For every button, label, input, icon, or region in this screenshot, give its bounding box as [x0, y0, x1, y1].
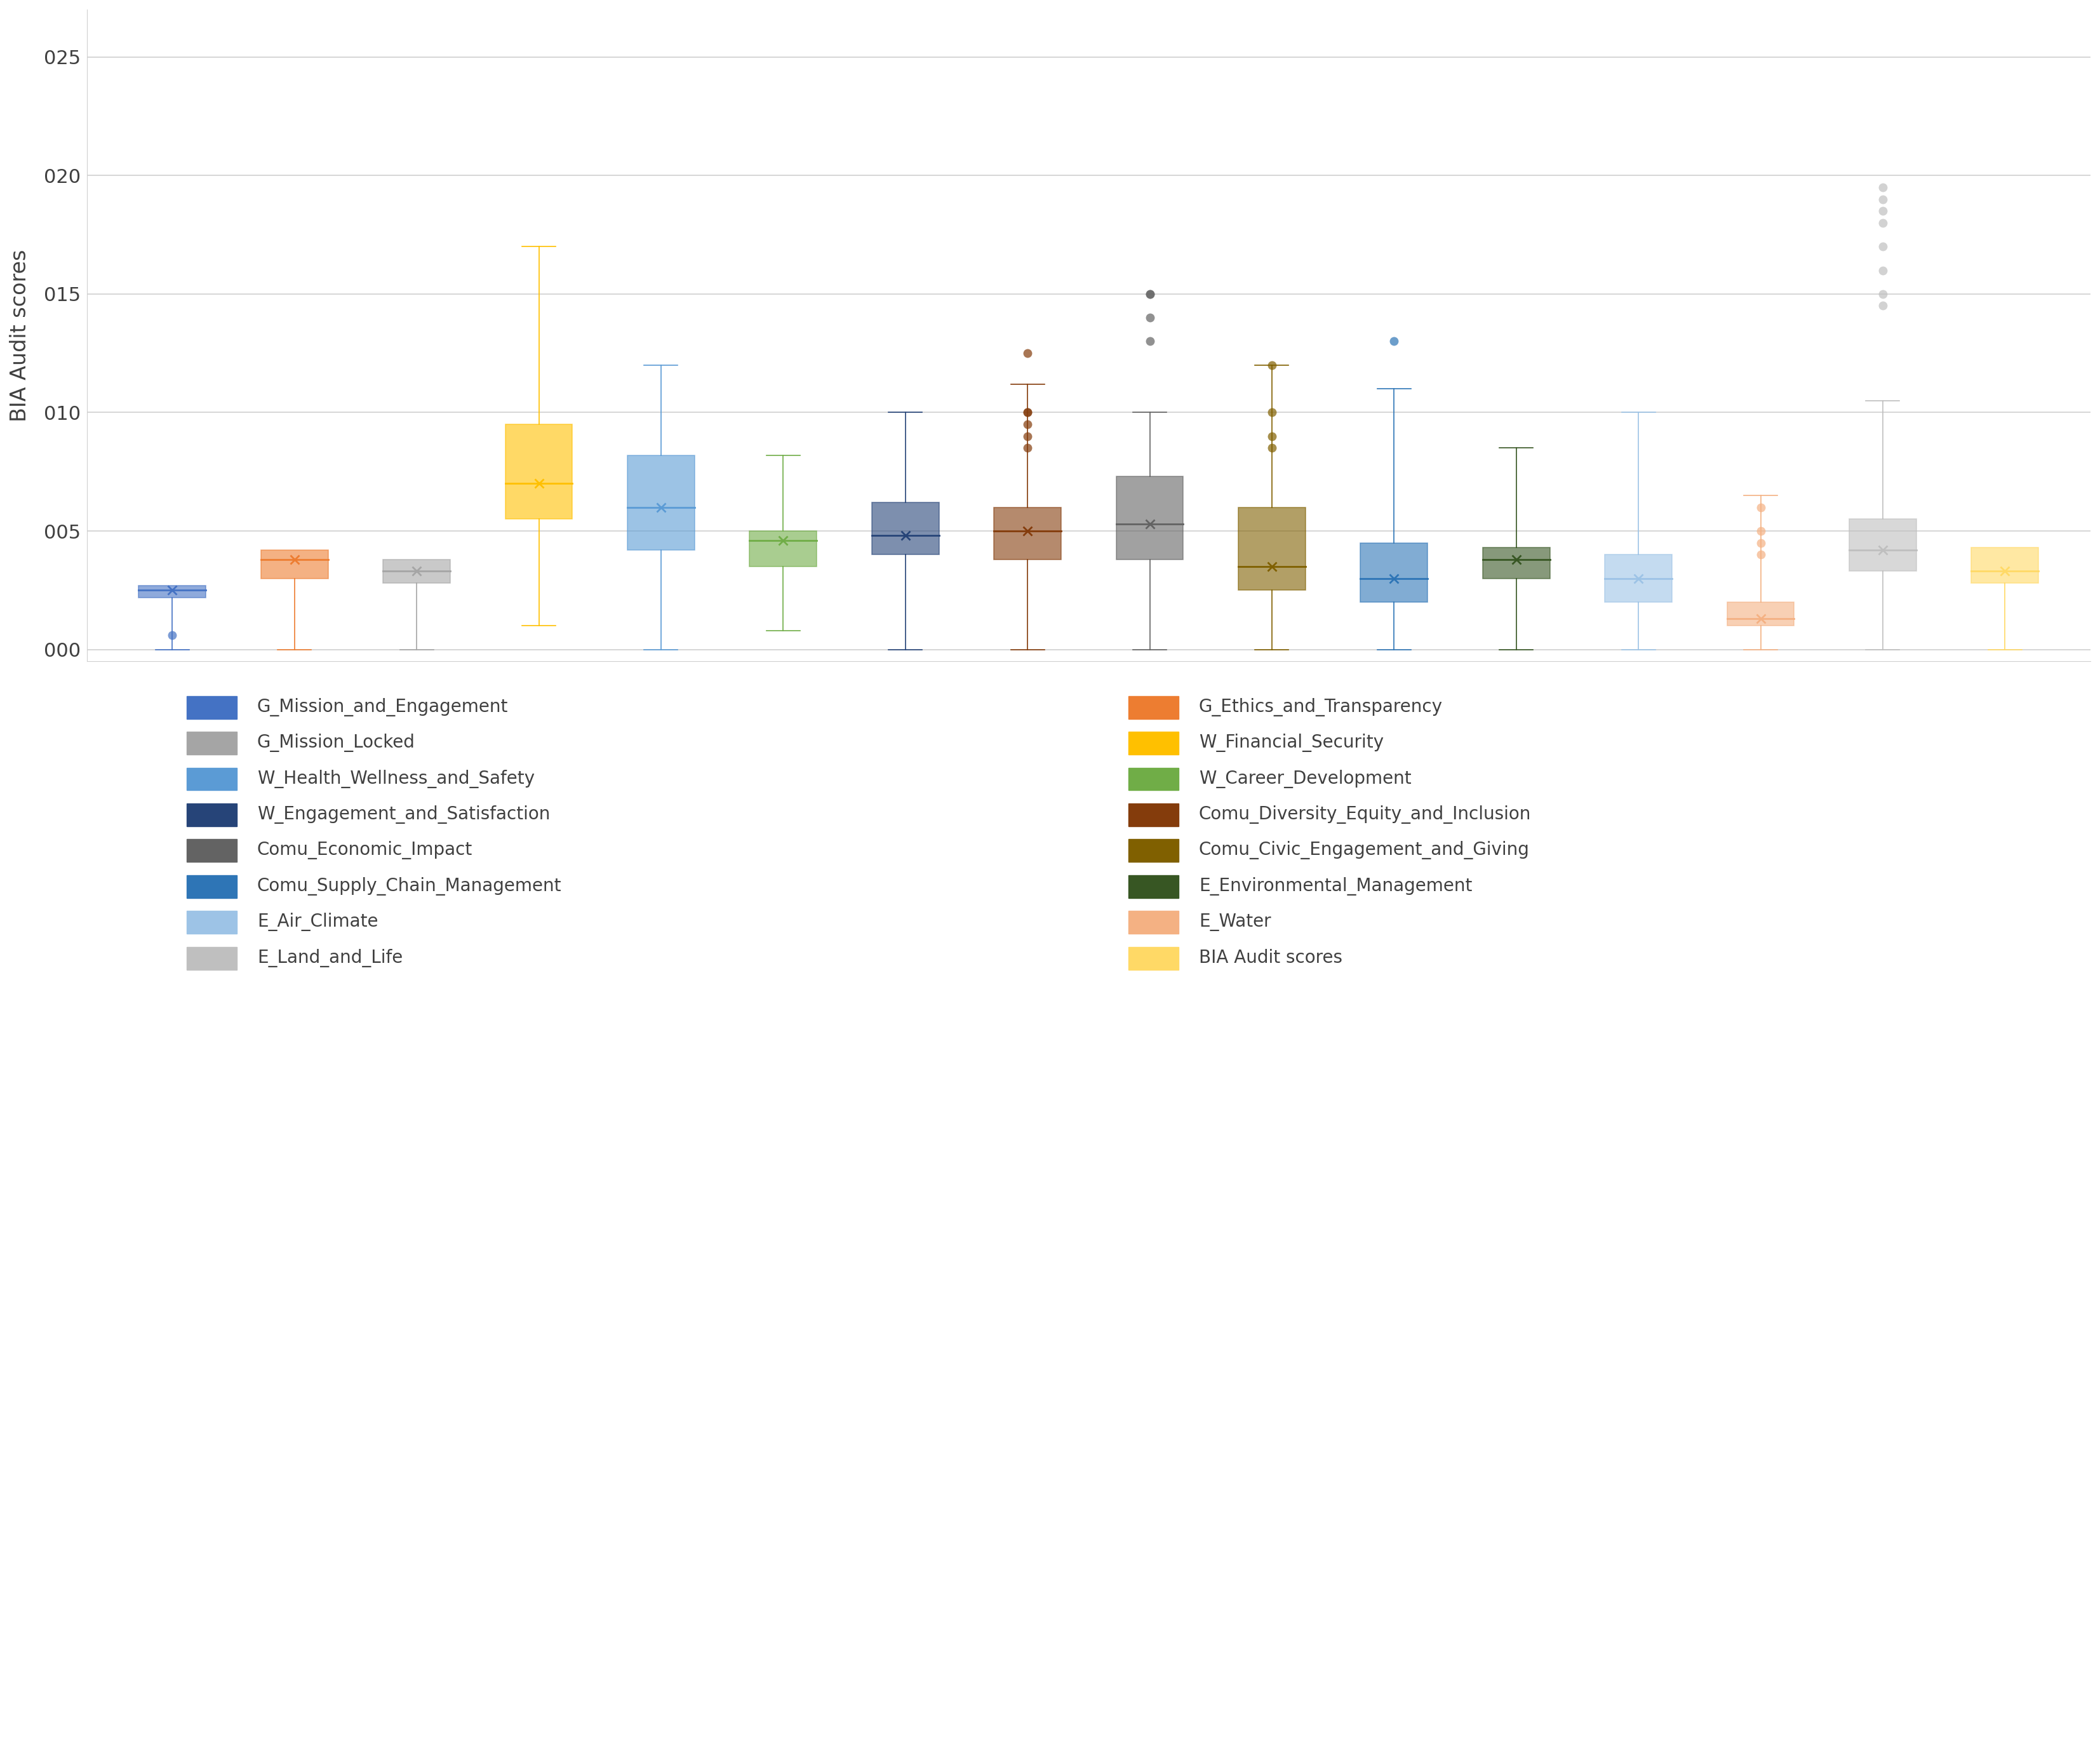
FancyBboxPatch shape	[1128, 732, 1178, 755]
Text: E_Water: E_Water	[1199, 913, 1270, 930]
FancyBboxPatch shape	[1239, 508, 1306, 590]
FancyBboxPatch shape	[750, 530, 817, 567]
Text: W_Engagement_and_Satisfaction: W_Engagement_and_Satisfaction	[256, 805, 550, 824]
FancyBboxPatch shape	[872, 503, 939, 555]
Text: Comu_Economic_Impact: Comu_Economic_Impact	[256, 842, 473, 859]
FancyBboxPatch shape	[187, 767, 237, 791]
FancyBboxPatch shape	[382, 560, 449, 583]
Text: BIA Audit scores: BIA Audit scores	[1199, 949, 1342, 967]
Text: W_Financial_Security: W_Financial_Security	[1199, 734, 1384, 751]
FancyBboxPatch shape	[1128, 767, 1178, 791]
FancyBboxPatch shape	[187, 911, 237, 934]
FancyBboxPatch shape	[1361, 543, 1428, 602]
Text: W_Career_Development: W_Career_Development	[1199, 769, 1411, 788]
FancyBboxPatch shape	[1483, 548, 1550, 579]
FancyBboxPatch shape	[1115, 476, 1182, 560]
FancyBboxPatch shape	[1128, 875, 1178, 897]
FancyBboxPatch shape	[1128, 696, 1178, 718]
FancyBboxPatch shape	[1604, 555, 1672, 602]
FancyBboxPatch shape	[993, 508, 1060, 560]
Text: G_Mission_and_Engagement: G_Mission_and_Engagement	[256, 697, 508, 716]
Text: G_Mission_Locked: G_Mission_Locked	[256, 734, 416, 751]
FancyBboxPatch shape	[187, 803, 237, 826]
FancyBboxPatch shape	[260, 550, 328, 579]
FancyBboxPatch shape	[1972, 548, 2039, 583]
FancyBboxPatch shape	[1128, 840, 1178, 863]
Text: Comu_Civic_Engagement_and_Giving: Comu_Civic_Engagement_and_Giving	[1199, 842, 1529, 859]
FancyBboxPatch shape	[1128, 946, 1178, 970]
FancyBboxPatch shape	[187, 840, 237, 863]
FancyBboxPatch shape	[187, 696, 237, 718]
Text: W_Health_Wellness_and_Safety: W_Health_Wellness_and_Safety	[256, 769, 536, 788]
Text: E_Land_and_Life: E_Land_and_Life	[256, 949, 403, 967]
Text: G_Ethics_and_Transparency: G_Ethics_and_Transparency	[1199, 697, 1443, 716]
Text: E_Environmental_Management: E_Environmental_Management	[1199, 876, 1472, 896]
FancyBboxPatch shape	[187, 875, 237, 897]
Text: Comu_Supply_Chain_Management: Comu_Supply_Chain_Management	[256, 876, 561, 896]
FancyBboxPatch shape	[1726, 602, 1793, 626]
FancyBboxPatch shape	[1850, 520, 1917, 572]
FancyBboxPatch shape	[187, 946, 237, 970]
FancyBboxPatch shape	[1128, 911, 1178, 934]
Text: E_Air_Climate: E_Air_Climate	[256, 913, 378, 932]
FancyBboxPatch shape	[139, 586, 206, 598]
Y-axis label: BIA Audit scores: BIA Audit scores	[10, 249, 31, 421]
FancyBboxPatch shape	[187, 732, 237, 755]
FancyBboxPatch shape	[506, 424, 573, 520]
FancyBboxPatch shape	[1128, 803, 1178, 826]
FancyBboxPatch shape	[628, 456, 695, 550]
Text: Comu_Diversity_Equity_and_Inclusion: Comu_Diversity_Equity_and_Inclusion	[1199, 805, 1531, 824]
